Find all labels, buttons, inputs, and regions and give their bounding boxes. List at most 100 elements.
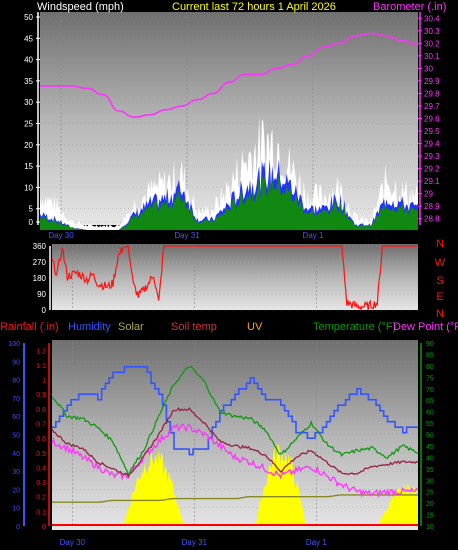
soil-temp-line [51, 407, 419, 478]
mid-panel [52, 244, 418, 310]
legend-temperature: Temperature (°F) [313, 321, 396, 333]
wind-avg-area [40, 172, 418, 230]
y-left-tick-label: 30 [24, 98, 33, 107]
humidity-tick-label: 20 [12, 487, 20, 494]
temp-tick-label: 80 [426, 364, 434, 371]
humidity-tick-label: 40 [12, 451, 20, 458]
y-left-tick-label: 25 [24, 120, 33, 129]
temp-tick-label: 90 [426, 341, 434, 348]
temp-tick-label: 60 [426, 410, 434, 417]
day-label: Day 31 [174, 231, 200, 240]
legend-soil-temp: Soil temp [171, 321, 217, 333]
compass-label-n: N [436, 238, 444, 250]
temp-tick-label: 85 [426, 352, 434, 359]
y-right-tick-label: 30.3 [424, 27, 440, 36]
y-right-tick-label: 29.4 [424, 140, 440, 149]
direction-tick-label: 180 [33, 274, 47, 283]
day-label: Day 30 [60, 538, 86, 547]
direction-tick-label: 270 [33, 258, 47, 267]
y-right-tick-label: 30.2 [424, 39, 440, 48]
y-right-tick-label: 29.1 [424, 177, 440, 186]
dew-point-line [51, 422, 419, 499]
temp-tick-label: 50 [426, 433, 434, 440]
direction-tick-label: 0 [42, 306, 47, 315]
y-right-tick-label: 28.8 [424, 215, 440, 224]
y-left-tick-label: 15 [24, 162, 33, 171]
day-label: Day 30 [48, 231, 74, 240]
y-left-tick-label: 0 [29, 218, 34, 227]
temp-tick-label: 45 [426, 444, 434, 451]
rain-tick-label: 1 [42, 378, 46, 385]
rain-tick-label: 1.2 [36, 348, 46, 355]
humidity-tick-label: 30 [12, 469, 20, 476]
temp-tick-label: 25 [426, 490, 434, 497]
temp-tick-label: 40 [426, 455, 434, 462]
humidity-tick-label: 100 [8, 341, 20, 348]
y-right-tick-label: 29.2 [424, 165, 440, 174]
day-label: Day 1 [303, 231, 324, 240]
rain-tick-label: 0 [42, 524, 46, 531]
humidity-tick-label: 10 [12, 506, 20, 513]
y-right-tick-label: 29.5 [424, 127, 440, 136]
barometer-axis-title: Barometer (.in) [373, 1, 446, 13]
y-left-tick-label: 40 [24, 56, 33, 65]
y-right-tick-label: 29.9 [424, 77, 440, 86]
compass-label-s: S [436, 275, 443, 287]
wind-gust-area [40, 115, 418, 230]
y-left-tick-label: 10 [24, 183, 33, 192]
humidity-tick-label: 70 [12, 396, 20, 403]
solar-area [52, 443, 418, 526]
y-left-tick-label: 20 [24, 141, 33, 150]
direction-tick-label: 90 [37, 290, 46, 299]
day-label: Day 31 [182, 538, 208, 547]
temperature-line [51, 365, 419, 476]
y-left-tick-label: 45 [24, 34, 33, 43]
rain-tick-label: 0.6 [36, 436, 46, 443]
temp-tick-label: 75 [426, 375, 434, 382]
humidity-tick-label: 80 [12, 378, 20, 385]
legend-rainfall: Rainfall (.in) [0, 321, 59, 333]
humidity-tick-label: 90 [12, 359, 20, 366]
barometer-line [39, 32, 419, 119]
rain-tick-label: 0.4 [36, 465, 46, 472]
y-left-tick-label: 50 [24, 13, 33, 22]
uv-line [51, 494, 418, 503]
humidity-tick-label: 50 [12, 433, 20, 440]
y-right-tick-label: 29 [424, 190, 433, 199]
legend-humidity: Humidity [68, 321, 111, 333]
y-left-tick-label: 5 [29, 205, 34, 214]
y-right-tick-label: 30.4 [424, 14, 440, 23]
rain-tick-label: 0.7 [36, 422, 46, 429]
humidity-tick-label: 0 [16, 524, 20, 531]
rain-tick-label: 0.3 [36, 480, 46, 487]
chart-title: Current last 72 hours 1 April 2026 [172, 1, 336, 13]
rain-tick-label: 1.1 [36, 363, 46, 370]
rain-tick-label: 0.8 [36, 407, 46, 414]
legend-solar: Solar [118, 321, 144, 333]
temp-tick-label: 10 [426, 524, 434, 531]
legend-dew-point: Dew Point (°F) [393, 321, 458, 333]
temp-tick-label: 20 [426, 501, 434, 508]
temp-tick-label: 70 [426, 387, 434, 394]
rain-tick-label: 0.1 [36, 509, 46, 516]
rain-tick-label: 0.5 [36, 451, 46, 458]
y-right-tick-label: 29.3 [424, 152, 440, 161]
humidity-tick-label: 60 [12, 414, 20, 421]
wind-axis-title: Windspeed (mph) [37, 1, 124, 13]
rain-tick-label: 0.2 [36, 495, 46, 502]
humidity-line [52, 366, 418, 456]
y-right-tick-label: 29.8 [424, 89, 440, 98]
temp-tick-label: 30 [426, 478, 434, 485]
temp-tick-label: 55 [426, 421, 434, 428]
legend-uv: UV [247, 321, 263, 333]
temp-tick-label: 35 [426, 467, 434, 474]
y-left-tick-label: 35 [24, 77, 33, 86]
wind-direction-line [51, 245, 417, 312]
compass-label-e: E [436, 291, 443, 303]
compass-label-w: W [435, 257, 446, 269]
y-right-tick-label: 29.6 [424, 115, 440, 124]
compass-label-n: N [436, 308, 444, 320]
temp-tick-label: 15 [426, 513, 434, 520]
